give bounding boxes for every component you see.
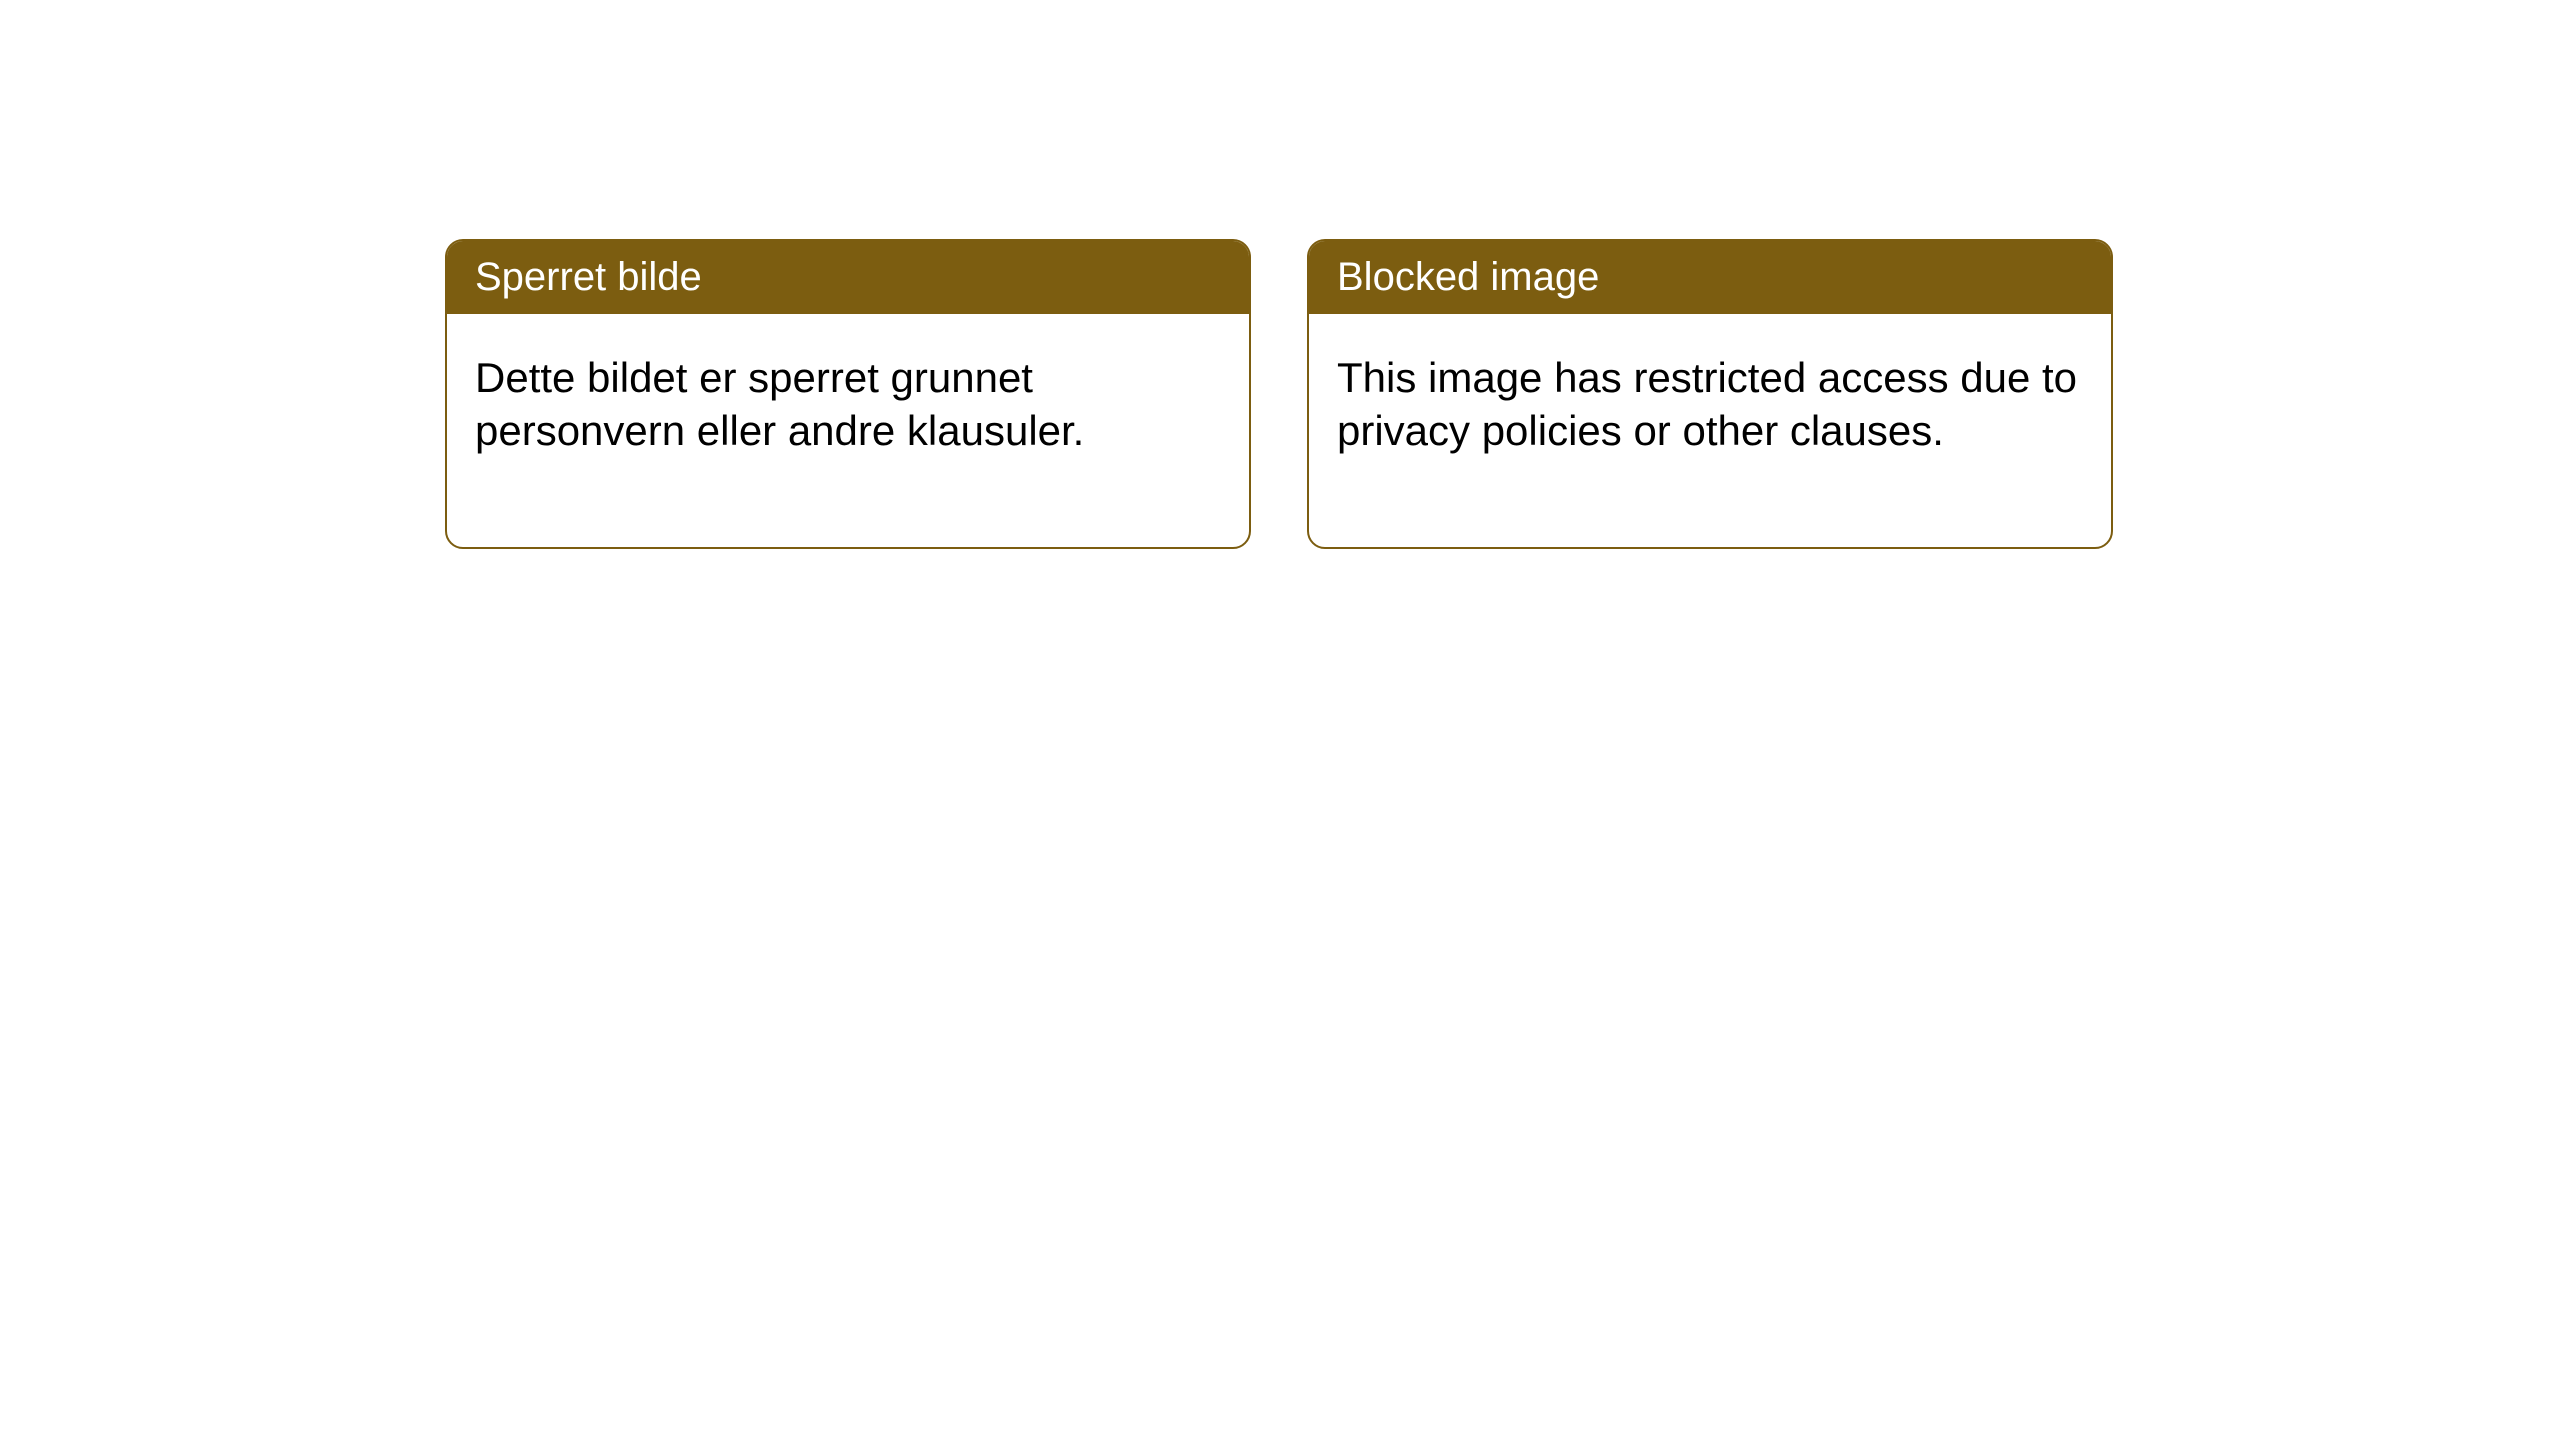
blocked-image-notices: Sperret bilde Dette bildet er sperret gr…	[445, 239, 2113, 549]
notice-card-norwegian: Sperret bilde Dette bildet er sperret gr…	[445, 239, 1251, 549]
notice-card-english: Blocked image This image has restricted …	[1307, 239, 2113, 549]
notice-body: This image has restricted access due to …	[1309, 314, 2111, 547]
notice-title: Blocked image	[1337, 255, 1599, 299]
notice-title: Sperret bilde	[475, 255, 702, 299]
notice-header: Blocked image	[1309, 241, 2111, 314]
notice-body-text: This image has restricted access due to …	[1337, 354, 2077, 454]
notice-body: Dette bildet er sperret grunnet personve…	[447, 314, 1249, 547]
notice-header: Sperret bilde	[447, 241, 1249, 314]
notice-body-text: Dette bildet er sperret grunnet personve…	[475, 354, 1084, 454]
